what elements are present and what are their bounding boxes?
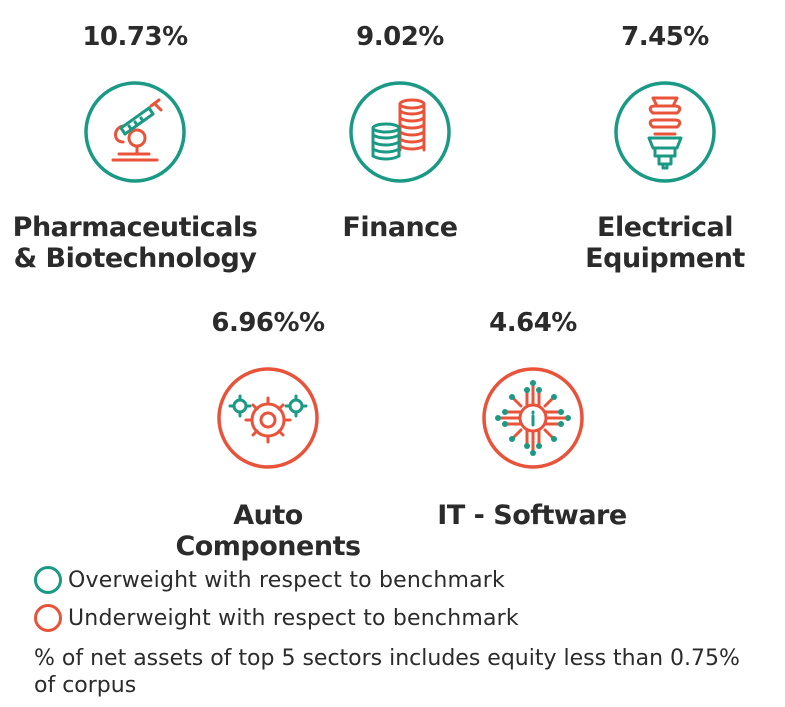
underweight-circle-icon xyxy=(34,604,62,632)
microscope-icon xyxy=(83,80,187,184)
sector-label-electrical: Electrical Equipment xyxy=(565,212,765,274)
sector-label-auto: Auto Components xyxy=(168,500,368,562)
circuit-icon xyxy=(481,366,585,470)
legend-overweight: Overweight with respect to benchmark xyxy=(34,566,505,594)
overweight-circle-icon xyxy=(34,566,62,594)
footnote: % of net assets of top 5 sectors include… xyxy=(34,646,740,698)
coins-icon xyxy=(348,80,452,184)
sector-label-it: IT - Software xyxy=(412,500,652,531)
sector-label-line: IT - Software xyxy=(437,500,627,531)
legend-underweight-text: Underweight with respect to benchmark xyxy=(68,605,519,631)
sector-percent-it: 4.64% xyxy=(489,308,577,338)
sector-label-line: & Biotechnology xyxy=(13,243,257,274)
sector-label-pharma: Pharmaceuticals & Biotechnology xyxy=(10,212,260,274)
sector-label-line: Finance xyxy=(342,212,458,243)
sector-label-line: Auto xyxy=(233,500,303,531)
sector-label-line: Components xyxy=(175,531,361,562)
sector-label-line: Electrical xyxy=(597,212,733,243)
sector-label-finance: Finance xyxy=(300,212,500,243)
legend-underweight: Underweight with respect to benchmark xyxy=(34,604,519,632)
lightbulb-icon xyxy=(613,80,717,184)
sector-percent-finance: 9.02% xyxy=(356,22,444,52)
legend-overweight-text: Overweight with respect to benchmark xyxy=(68,567,505,593)
sector-label-line: Equipment xyxy=(585,243,745,274)
sector-label-line: Pharmaceuticals xyxy=(12,212,258,243)
sector-percent-pharma: 10.73% xyxy=(82,22,188,52)
gears-icon xyxy=(216,366,320,470)
sector-percent-auto: 6.96%% xyxy=(211,308,325,338)
sector-percent-electrical: 7.45% xyxy=(621,22,709,52)
